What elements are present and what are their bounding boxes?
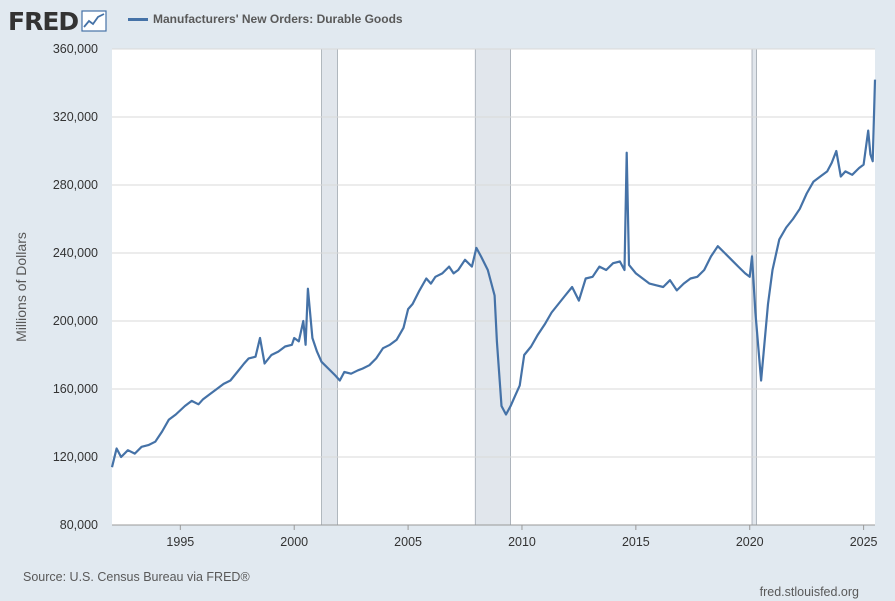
- y-tick-label: 360,000: [53, 42, 98, 56]
- fred-logo[interactable]: FRED: [8, 6, 79, 36]
- y-tick-label: 320,000: [53, 110, 98, 124]
- y-tick-label: 160,000: [53, 382, 98, 396]
- x-tick-label: 2005: [394, 535, 422, 549]
- x-tick-label: 2000: [280, 535, 308, 549]
- x-tick-label: 2015: [622, 535, 650, 549]
- source-note: Source: U.S. Census Bureau via FRED®: [23, 570, 250, 584]
- y-axis-label: Millions of Dollars: [13, 232, 29, 342]
- y-tick-label: 80,000: [60, 518, 98, 532]
- y-tick-label: 280,000: [53, 178, 98, 192]
- series-line[interactable]: [110, 79, 877, 468]
- y-tick-label: 200,000: [53, 314, 98, 328]
- legend-series-label[interactable]: Manufacturers' New Orders: Durable Goods: [153, 12, 403, 26]
- y-tick-label: 240,000: [53, 246, 98, 260]
- chart-legend: Manufacturers' New Orders: Durable Goods: [128, 12, 403, 26]
- fred-header: FRED: [8, 6, 107, 36]
- line-chart-icon: [81, 10, 107, 32]
- x-tick-label: 1995: [166, 535, 194, 549]
- legend-swatch: [128, 17, 148, 21]
- x-tick-label: 2010: [508, 535, 536, 549]
- x-tick-label: 2020: [736, 535, 764, 549]
- site-link[interactable]: fred.stlouisfed.org: [759, 585, 859, 599]
- x-tick-label: 2025: [850, 535, 878, 549]
- y-tick-label: 120,000: [53, 450, 98, 464]
- recession-band: [321, 48, 338, 526]
